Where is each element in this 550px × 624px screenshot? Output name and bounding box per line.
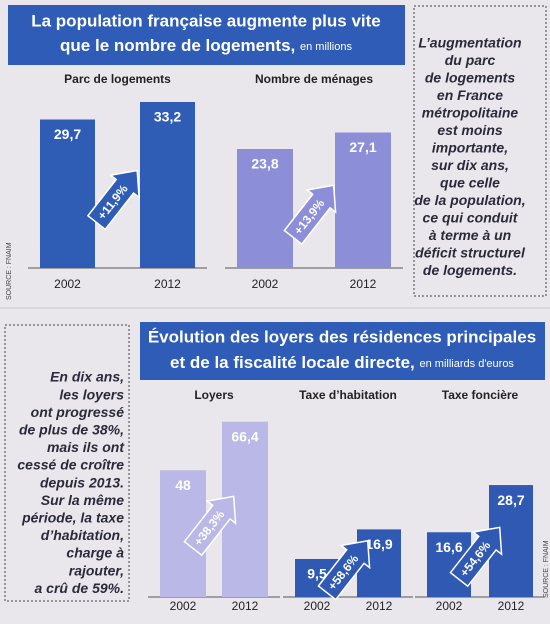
value-label: 48 <box>175 477 191 493</box>
title-line: que le nombre de logements, <box>60 36 295 55</box>
note-line: d’habitation, <box>41 527 124 543</box>
value-label: 66,4 <box>231 428 258 444</box>
value-label: 9,5 <box>307 566 327 582</box>
x-tick-label: 2002 <box>54 277 81 291</box>
title-banner <box>8 5 405 65</box>
x-tick-label: 2012 <box>366 599 393 613</box>
source: SOURCE : FNAIM <box>6 242 13 300</box>
note-line: importante, <box>432 140 508 156</box>
value-label: 28,7 <box>497 492 524 508</box>
note-line: période, la taxe <box>21 510 124 526</box>
panel-title: que le nombre de logements, en millions <box>60 36 352 55</box>
chart-title: Nombre de ménages <box>255 72 373 86</box>
bar <box>40 119 95 268</box>
note-line: métropolitaine <box>422 105 519 121</box>
arrow-shape <box>183 495 237 557</box>
note-box <box>4 324 130 602</box>
note-line: de logements. <box>423 262 517 278</box>
arrow-shape <box>317 539 371 601</box>
note-line: de plus de 38%, <box>19 422 124 438</box>
note-line: a crû de 59%. <box>35 580 125 596</box>
chart-title: Taxe foncière <box>442 388 519 402</box>
note-line: de la population, <box>414 192 525 208</box>
panel-title: et de la fiscalité locale directe, en mi… <box>170 353 514 372</box>
x-tick-label: 2002 <box>170 599 197 613</box>
x-tick-label: 2002 <box>436 599 463 613</box>
title-line: et de la fiscalité locale directe, <box>170 353 415 372</box>
value-label: 16,9 <box>365 536 392 552</box>
note-line: ce qui conduit <box>423 210 519 226</box>
growth-arrow: +38,3% <box>183 495 237 557</box>
bar <box>335 132 391 268</box>
note-line: En dix ans, <box>50 369 124 385</box>
bar <box>140 102 195 268</box>
panel-title: Évolution des loyers des résidences prin… <box>148 327 536 346</box>
title-banner <box>140 322 545 380</box>
chart-title: Parc de logements <box>64 72 171 86</box>
x-tick-label: 2002 <box>304 599 331 613</box>
chart-title: Taxe d’habitation <box>299 388 397 402</box>
arrow-shape <box>283 184 337 246</box>
source: SOURCE : FNAIM <box>543 540 550 598</box>
note: En dix ans,les loyers ont progressé de plu… <box>17 369 125 596</box>
value-label: 16,6 <box>435 539 462 555</box>
note-line: que celle <box>440 175 500 191</box>
x-tick-label: 2002 <box>252 277 279 291</box>
note-line: Sur la même <box>41 492 124 508</box>
note-line: les loyers <box>59 386 124 402</box>
note-line: à terme à un <box>429 227 511 243</box>
note-line: mais ils ont <box>47 439 125 455</box>
note-box <box>413 5 547 297</box>
chart-title: Loyers <box>194 388 234 402</box>
note-line: en France <box>437 87 503 103</box>
note-line: ont progressé <box>31 404 125 420</box>
bar <box>237 149 293 268</box>
growth-arrow: +58,6% <box>317 539 371 601</box>
value-label: 33,2 <box>154 109 181 125</box>
x-tick-label: 2012 <box>232 599 259 613</box>
note-line: de logements <box>425 70 515 86</box>
arrow-shape <box>449 526 503 588</box>
note-line: depuis 2013. <box>40 474 124 490</box>
note-line: sur dix ans, <box>431 157 509 173</box>
unit: en millions <box>300 41 352 53</box>
note-line: du parc <box>445 52 496 68</box>
value-label: 27,1 <box>349 139 376 155</box>
value-label: 29,7 <box>54 126 81 142</box>
note-line: rajouter, <box>69 562 124 578</box>
note-line: déficit structurel <box>415 245 526 261</box>
note-line: est moins <box>437 122 503 138</box>
note-line: cessé de croître <box>17 457 124 473</box>
note-line: L’augmentation <box>418 35 521 51</box>
x-tick-label: 2012 <box>498 599 525 613</box>
note-line: charge à <box>66 545 124 561</box>
arrow-shape <box>86 169 140 231</box>
unit: en milliards d'euros <box>420 358 515 370</box>
value-label: 23,8 <box>251 156 278 172</box>
x-tick-label: 2012 <box>154 277 181 291</box>
x-tick-label: 2012 <box>350 277 377 291</box>
panel-title: La population française augmente plus vi… <box>31 11 381 30</box>
